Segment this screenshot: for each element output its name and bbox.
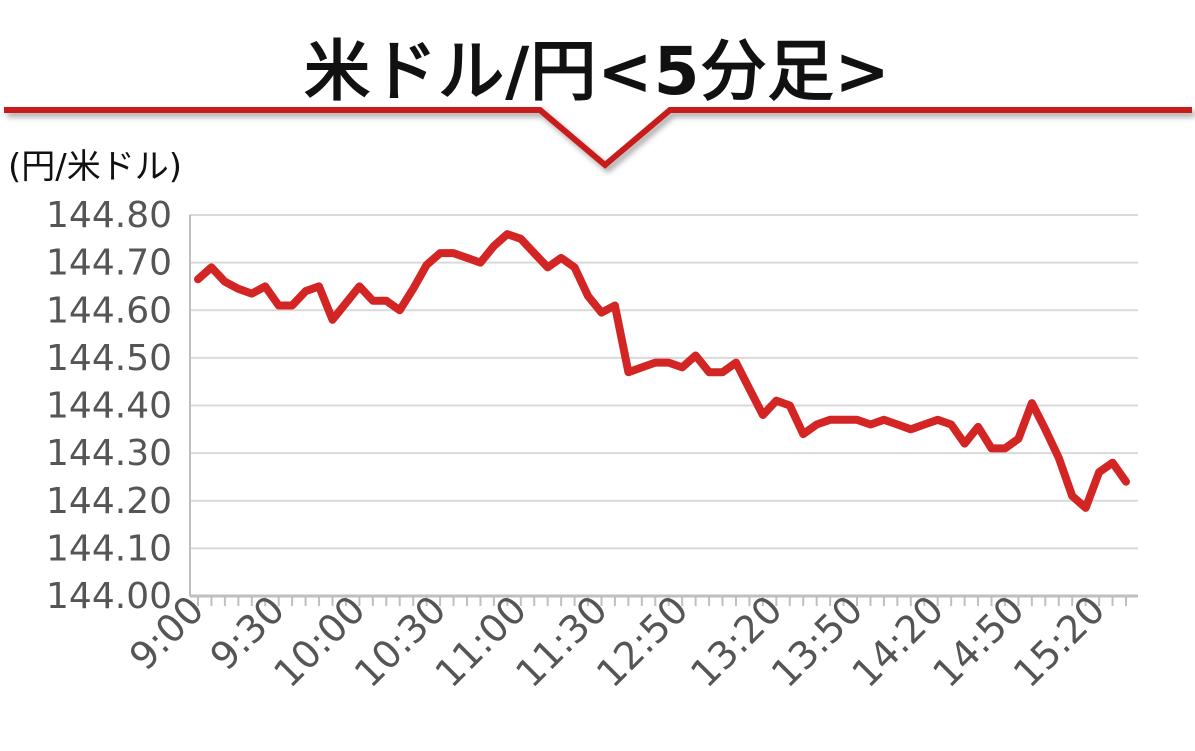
series-group [194,230,1130,512]
y-tick-label: 144.70 [46,243,172,284]
y-tick-label: 144.20 [46,481,172,522]
title-banner-line [4,107,1192,169]
y-tick-label: 144.10 [46,528,172,569]
y-tick-label: 144.60 [46,290,172,331]
y-axis-tick-labels: 144.80 144.70 144.60 144.50 144.40 144.30 144.… [46,195,172,617]
y-tick-label: 144.80 [46,195,172,236]
gridlines [190,214,1138,550]
y-tick-label: 144.50 [46,338,172,379]
y-tick-label: 144.40 [46,386,172,427]
x-axis [189,215,1138,606]
chart-title: 米ドル/円<5分足> [304,33,891,110]
y-axis-unit-label: (円/米ドル) [8,147,182,187]
y-tick-label: 144.30 [46,433,172,474]
y-tick-label: 144.00 [46,576,172,617]
series-line [194,230,1130,512]
